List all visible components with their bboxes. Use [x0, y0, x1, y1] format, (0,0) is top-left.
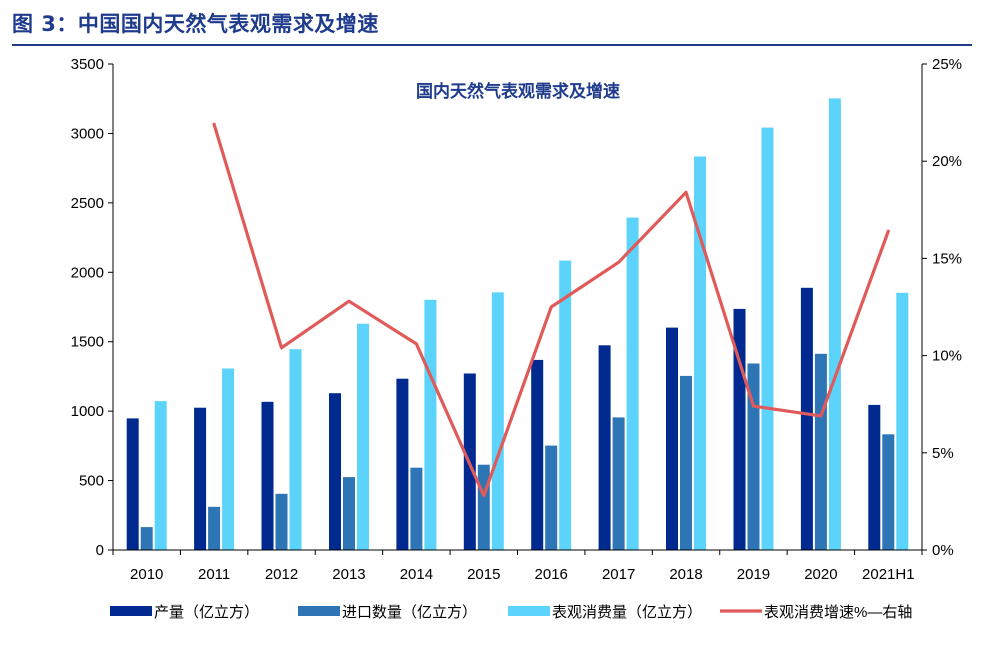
bar-1-2018	[666, 327, 678, 550]
bar-2-2017	[612, 417, 625, 550]
bar-1-2010	[126, 418, 139, 550]
legend: 产量（亿立方） 进口数量（亿立方） 表观消费量（亿立方） 表观消费增速%—右轴	[110, 604, 912, 621]
bar-2-2016	[545, 445, 558, 550]
x-tick-label-2012: 2012	[265, 566, 298, 583]
bar-3-2019	[761, 127, 774, 550]
bars-layer	[126, 98, 909, 551]
y-left-tick-label: 1500	[71, 334, 104, 351]
axes-layer: 0 500 1000 1500 2000 2500 3000 3500 0% 5% 10% 15% 20…	[71, 56, 962, 583]
y-left-tick-label: 2500	[71, 195, 104, 212]
bar-2-2012	[275, 493, 288, 550]
legend-swatch-3	[508, 606, 550, 616]
x-tick-label-2017: 2017	[602, 566, 635, 583]
title-divider	[12, 44, 972, 46]
y-left-tick-label: 3500	[71, 56, 104, 73]
legend-swatch-2	[298, 606, 340, 616]
chart-title: 国内天然气表观需求及增速	[416, 81, 620, 101]
legend-label-1: 产量（亿立方）	[154, 604, 259, 621]
y-left-tick-label: 2000	[71, 264, 104, 281]
bar-1-2013	[329, 393, 341, 550]
y-right-tick-label: 10%	[932, 348, 962, 365]
x-tick-label-2011: 2011	[198, 566, 230, 583]
y-right-tick-label: 15%	[932, 250, 962, 267]
y-right-tick-label: 20%	[932, 153, 962, 170]
line-layer	[212, 122, 890, 498]
bar-2-2018	[680, 375, 692, 550]
bar-3-2021H1	[896, 292, 909, 550]
y-right-tick-label: 25%	[932, 56, 962, 73]
y-right-tick-label: 0%	[932, 542, 954, 559]
y-left-tick-label: 1000	[71, 403, 104, 420]
bar-1-2020	[800, 287, 813, 550]
x-tick-label-2013: 2013	[332, 566, 365, 583]
legend-swatch-1	[110, 606, 152, 616]
bar-1-2014	[396, 378, 409, 550]
bar-3-2020	[828, 98, 841, 551]
x-tick-label-2019: 2019	[737, 566, 770, 583]
bar-3-2016	[559, 260, 572, 550]
bar-2-2010	[140, 527, 153, 550]
bar-2-2020	[814, 353, 827, 550]
y-left-tick-label: 0	[96, 542, 104, 559]
legend-label-2: 进口数量（亿立方）	[342, 604, 477, 621]
x-tick-label-2010: 2010	[130, 566, 163, 583]
legend-label-4: 表观消费增速%—右轴	[764, 604, 912, 621]
bar-1-2012	[261, 401, 274, 550]
bar-2-2014	[410, 467, 423, 550]
bar-3-2012	[289, 349, 302, 550]
y-left-tick-label: 500	[79, 473, 104, 490]
bar-3-2010	[154, 401, 167, 550]
legend-label-3: 表观消费量（亿立方）	[552, 604, 702, 621]
growth-rate-line	[212, 122, 890, 498]
bar-3-2015	[491, 292, 504, 550]
bar-2-2019	[747, 363, 760, 550]
x-tick-label-2020: 2020	[804, 566, 837, 583]
bar-3-2013	[357, 323, 369, 550]
bar-2-2011	[208, 506, 221, 550]
bar-3-2011	[222, 368, 235, 550]
bar-3-2017	[626, 217, 639, 550]
bar-2-2015	[477, 464, 490, 550]
x-tick-label-2021H1: 2021H1	[862, 566, 915, 583]
x-tick-label-2015: 2015	[467, 566, 500, 583]
bar-1-2021H1	[868, 404, 881, 550]
bar-2-2021H1	[882, 434, 895, 550]
bar-1-2016	[531, 359, 544, 550]
y-right-tick-label: 5%	[932, 445, 954, 462]
x-tick-label-2016: 2016	[535, 566, 568, 583]
bar-2-2013	[343, 477, 355, 550]
bar-1-2017	[598, 345, 611, 550]
bar-3-2018	[694, 156, 706, 550]
x-tick-label-2014: 2014	[400, 566, 433, 583]
figure-title: 图 3：中国国内天然气表观需求及增速	[12, 12, 379, 36]
bar-1-2011	[194, 407, 207, 550]
x-tick-label-2018: 2018	[669, 566, 702, 583]
bar-3-2014	[424, 299, 437, 550]
y-left-tick-label: 3000	[71, 125, 104, 142]
